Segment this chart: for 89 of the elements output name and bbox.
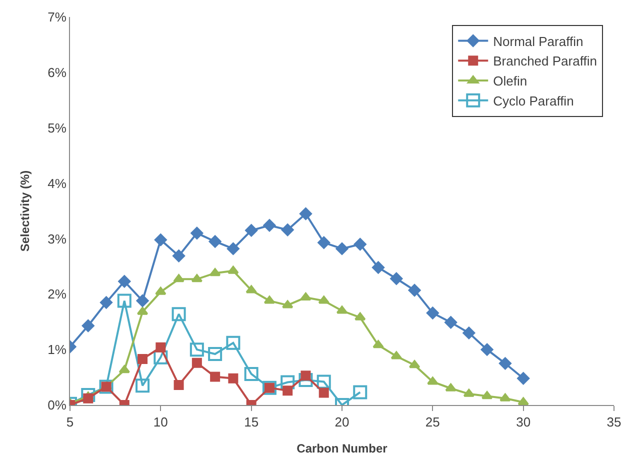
point bbox=[318, 388, 329, 398]
point bbox=[353, 385, 368, 400]
point bbox=[462, 326, 476, 340]
point bbox=[154, 350, 168, 364]
point bbox=[191, 274, 203, 282]
point bbox=[173, 274, 184, 282]
legend-label: Branched Paraffin bbox=[493, 54, 597, 69]
x-tick-label: 35 bbox=[606, 414, 622, 430]
point bbox=[228, 266, 239, 274]
point bbox=[209, 268, 221, 276]
point bbox=[245, 224, 258, 237]
point bbox=[192, 358, 202, 368]
point bbox=[117, 294, 132, 308]
point bbox=[282, 386, 293, 396]
point bbox=[118, 275, 131, 288]
legend-label: Cyclo Paraffin bbox=[493, 93, 574, 108]
point bbox=[138, 354, 148, 364]
point bbox=[463, 388, 475, 397]
point bbox=[354, 238, 366, 250]
point bbox=[263, 219, 276, 232]
point bbox=[174, 380, 184, 390]
x-tick-label: 30 bbox=[516, 414, 531, 430]
point bbox=[408, 284, 421, 296]
point bbox=[500, 393, 511, 402]
point bbox=[517, 372, 530, 385]
point bbox=[190, 226, 204, 240]
y-tick-label: 5% bbox=[48, 120, 67, 136]
point bbox=[499, 357, 512, 370]
point bbox=[298, 373, 313, 388]
point bbox=[445, 383, 456, 392]
point bbox=[280, 375, 295, 390]
x-axis-title: Carbon Number bbox=[296, 442, 388, 456]
x-tick-label: 15 bbox=[244, 414, 259, 430]
point bbox=[316, 374, 331, 389]
point bbox=[426, 306, 439, 320]
point bbox=[318, 296, 330, 304]
point bbox=[336, 242, 348, 255]
y-tick-label: 4% bbox=[48, 176, 67, 191]
y-tick-label: 2% bbox=[48, 286, 67, 302]
legend-label: Olefin bbox=[493, 74, 528, 89]
y-tick-label: 1% bbox=[48, 342, 67, 358]
point bbox=[156, 342, 166, 352]
x-tick-label: 10 bbox=[153, 414, 168, 430]
point bbox=[264, 296, 276, 304]
y-axis-title: Selectivity (%) bbox=[18, 170, 32, 252]
point bbox=[354, 312, 366, 320]
point bbox=[172, 250, 185, 262]
point bbox=[208, 235, 222, 248]
x-tick-label: 20 bbox=[334, 414, 350, 430]
legend-label: Normal Paraffin bbox=[493, 34, 584, 49]
point bbox=[390, 272, 403, 285]
point bbox=[82, 320, 94, 332]
y-tick-label: 0% bbox=[48, 398, 67, 413]
point bbox=[408, 360, 420, 368]
point bbox=[118, 365, 130, 374]
point bbox=[100, 296, 112, 309]
x-tick-label: 5 bbox=[66, 414, 74, 430]
point bbox=[227, 242, 240, 255]
point bbox=[136, 306, 148, 315]
point bbox=[172, 307, 186, 322]
point bbox=[481, 391, 493, 400]
point bbox=[136, 294, 149, 307]
x-tick-label: 25 bbox=[425, 414, 440, 430]
y-tick-label: 3% bbox=[48, 231, 67, 246]
point bbox=[300, 208, 312, 220]
point bbox=[210, 372, 220, 382]
point bbox=[136, 378, 150, 393]
point bbox=[336, 306, 348, 314]
point bbox=[444, 316, 457, 329]
y-tick-label: 6% bbox=[48, 64, 67, 80]
point bbox=[300, 292, 312, 300]
point bbox=[390, 351, 402, 360]
point bbox=[246, 285, 257, 294]
point bbox=[154, 234, 167, 246]
point bbox=[244, 366, 258, 381]
point bbox=[318, 236, 330, 249]
y-tick-label: 7% bbox=[48, 10, 67, 25]
point bbox=[155, 286, 166, 295]
point bbox=[281, 224, 294, 236]
point bbox=[228, 373, 238, 384]
point bbox=[372, 340, 384, 348]
point bbox=[480, 343, 494, 356]
point bbox=[208, 347, 222, 362]
point bbox=[81, 388, 96, 402]
point bbox=[226, 336, 240, 350]
point bbox=[427, 376, 438, 385]
point bbox=[282, 300, 294, 308]
point bbox=[190, 342, 204, 357]
point bbox=[372, 261, 384, 274]
